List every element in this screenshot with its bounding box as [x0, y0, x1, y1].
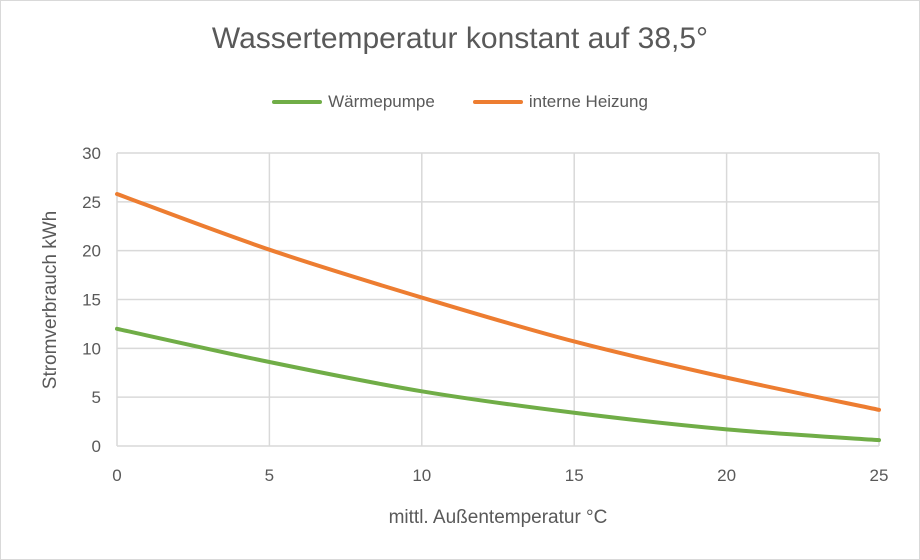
- data-series: [115, 192, 881, 443]
- legend-label: interne Heizung: [528, 92, 648, 111]
- x-tick-label: 25: [870, 466, 889, 485]
- y-tick-label: 25: [82, 193, 101, 212]
- y-tick-label: 15: [82, 291, 101, 310]
- chart-title: Wassertemperatur konstant auf 38,5°: [211, 22, 709, 55]
- x-tick-label: 10: [412, 466, 431, 485]
- series-line: [115, 326, 881, 443]
- y-tick-label: 10: [82, 339, 101, 358]
- legend-swatch-green: [272, 100, 323, 104]
- y-tick-label: 0: [92, 437, 101, 456]
- legend-item-interne-heizung: interne Heizung: [472, 92, 648, 112]
- series-line: [115, 192, 881, 412]
- y-tick-label: 5: [92, 388, 101, 407]
- x-tick-label: 15: [565, 466, 584, 485]
- y-tick-label: 20: [82, 242, 101, 261]
- chart-legend: Wärmepumpe interne Heizung: [0, 92, 920, 112]
- legend-label: Wärmepumpe: [328, 92, 435, 111]
- legend-swatch-orange: [472, 100, 523, 104]
- gridlines: [116, 152, 880, 447]
- x-tick-label: 0: [112, 466, 121, 485]
- x-tick-label: 5: [265, 466, 274, 485]
- y-axis-title: Stromverbrauch kWh: [40, 211, 61, 389]
- x-axis-title: mittl. Außentemperatur °C: [389, 507, 608, 528]
- legend-item-waermepumpe: Wärmepumpe: [272, 92, 435, 112]
- y-tick-label: 30: [82, 144, 101, 163]
- tick-labels: 0 5 10 15 20 25 30 0 5 10 15 20 25: [82, 144, 888, 485]
- x-tick-label: 20: [717, 466, 736, 485]
